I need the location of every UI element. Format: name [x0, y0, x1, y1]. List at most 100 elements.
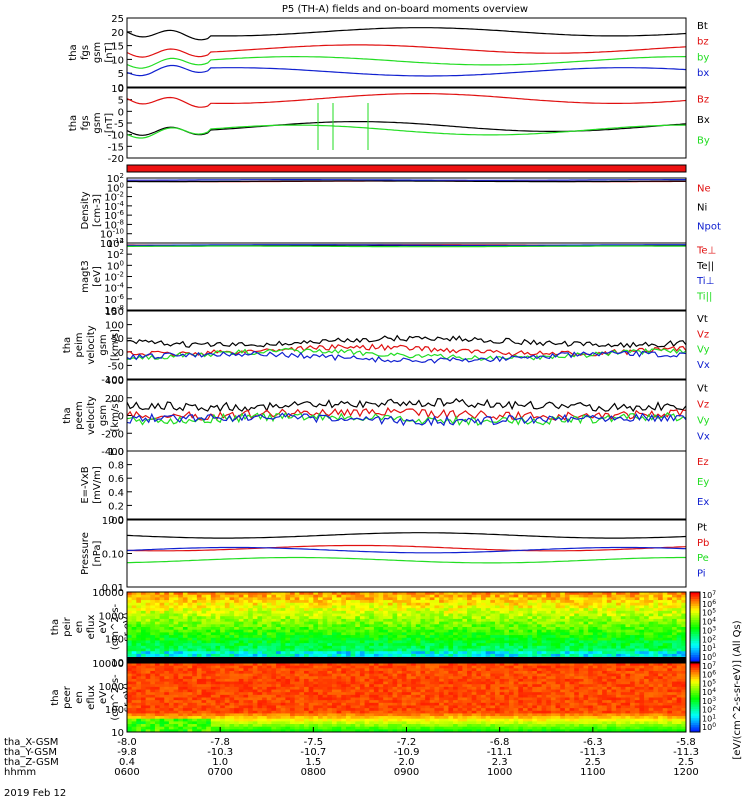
heatmap-cell [620, 637, 626, 641]
heatmap-cell [341, 600, 347, 604]
heatmap-cell [392, 624, 398, 628]
heatmap-cell [304, 713, 310, 717]
heatmap-cell [369, 632, 375, 636]
heatmap-cell [182, 635, 189, 639]
heatmap-cell [136, 663, 142, 667]
heatmap-cell [387, 713, 394, 717]
heatmap-cell [308, 637, 314, 641]
heatmap-cell [192, 665, 198, 669]
heatmap-cell [592, 621, 598, 625]
heatmap-cell [536, 608, 543, 612]
heatmap-cell [317, 708, 324, 712]
heatmap-cell [616, 635, 622, 639]
heatmap-cell [317, 729, 324, 733]
heatmap-cell [569, 648, 575, 652]
heatmap-cell [518, 635, 524, 639]
heatmap-cell [350, 600, 356, 604]
heatmap-cell [462, 637, 468, 641]
heatmap-cell [606, 629, 612, 633]
heatmap-cell [127, 692, 133, 696]
heatmap-cell [467, 597, 473, 601]
heatmap-cell [206, 694, 212, 698]
heatmap-cell [140, 729, 147, 733]
heatmap-cell [317, 629, 324, 633]
heatmap-cell [294, 624, 300, 628]
heatmap-cell [164, 700, 170, 704]
heatmap-cell [150, 663, 156, 667]
heatmap-cell [504, 608, 510, 612]
heatmap-cell [345, 705, 352, 709]
heatmap-cell [364, 705, 370, 709]
heatmap-cell [229, 681, 235, 685]
heatmap-cell [401, 708, 407, 712]
heatmap-cell [476, 600, 482, 604]
heatmap-cell [658, 621, 664, 625]
heatmap-cell [429, 605, 435, 609]
heatmap-cell [583, 645, 589, 650]
heatmap-cell [471, 624, 477, 628]
heatmap-cell [634, 600, 640, 604]
heatmap-cell [560, 608, 566, 612]
heatmap-cell [658, 610, 664, 615]
heatmap-cell [140, 684, 147, 688]
heatmap-cell [359, 708, 366, 712]
heatmap-cell [415, 648, 421, 652]
heatmap-cell [569, 602, 575, 606]
heatmap-cell [355, 705, 361, 709]
heatmap-cell [490, 618, 496, 623]
heatmap-cell [313, 624, 319, 628]
heatmap-cell [359, 637, 366, 641]
heatmap-cell [378, 632, 384, 636]
heatmap-cell [676, 602, 682, 606]
heatmap-cell [234, 716, 240, 720]
heatmap-cell [127, 629, 133, 633]
trace-Pb [126, 544, 687, 552]
heatmap-cell [387, 610, 394, 615]
heatmap-cell [215, 616, 221, 620]
heatmap-cell [341, 627, 347, 631]
heatmap-cell [178, 700, 184, 704]
heatmap-cell [280, 645, 286, 650]
heatmap-cell [481, 627, 487, 631]
heatmap-cell [616, 637, 622, 641]
heatmap-cell [266, 724, 272, 728]
heatmap-cell [327, 637, 333, 641]
heatmap-cell [271, 637, 277, 641]
heatmap-cell [317, 686, 324, 691]
ylabel-line: eflux [86, 615, 97, 640]
heatmap-cell [406, 608, 412, 612]
heatmap-cell [271, 724, 277, 728]
heatmap-cell [611, 624, 617, 628]
heatmap-cell [266, 689, 272, 693]
heatmap-cell [271, 694, 277, 698]
heatmap-cell [215, 640, 221, 644]
heatmap-cell [322, 629, 328, 633]
heatmap-cell [229, 594, 235, 598]
heatmap-cell [429, 637, 435, 641]
heatmap-cell [481, 640, 487, 644]
heatmap-cell [387, 608, 394, 612]
heatmap-cell [364, 718, 370, 722]
heatmap-cell [392, 684, 398, 688]
heatmap-cell [257, 705, 263, 709]
heatmap-cell [136, 632, 142, 636]
heatmap-cell [127, 592, 133, 596]
heatmap-cell [644, 608, 650, 612]
heatmap-cell [411, 621, 417, 625]
heatmap-cell [508, 616, 515, 620]
heatmap-cell [597, 608, 603, 612]
heatmap-cell [224, 665, 230, 669]
heatmap-cell [266, 600, 272, 604]
heatmap-cell [457, 624, 463, 628]
heatmap-cell [676, 635, 682, 639]
heatmap-cell [499, 605, 505, 609]
heatmap-cell [653, 624, 659, 628]
heatmap-cell [192, 670, 198, 675]
heatmap-cell [280, 663, 286, 667]
heatmap-cell [178, 710, 184, 714]
heatmap-cell [602, 608, 608, 612]
heatmap-cell [271, 708, 277, 712]
heatmap-cell [252, 653, 258, 658]
heatmap-cell [206, 716, 212, 720]
heatmap-cell [401, 668, 407, 672]
